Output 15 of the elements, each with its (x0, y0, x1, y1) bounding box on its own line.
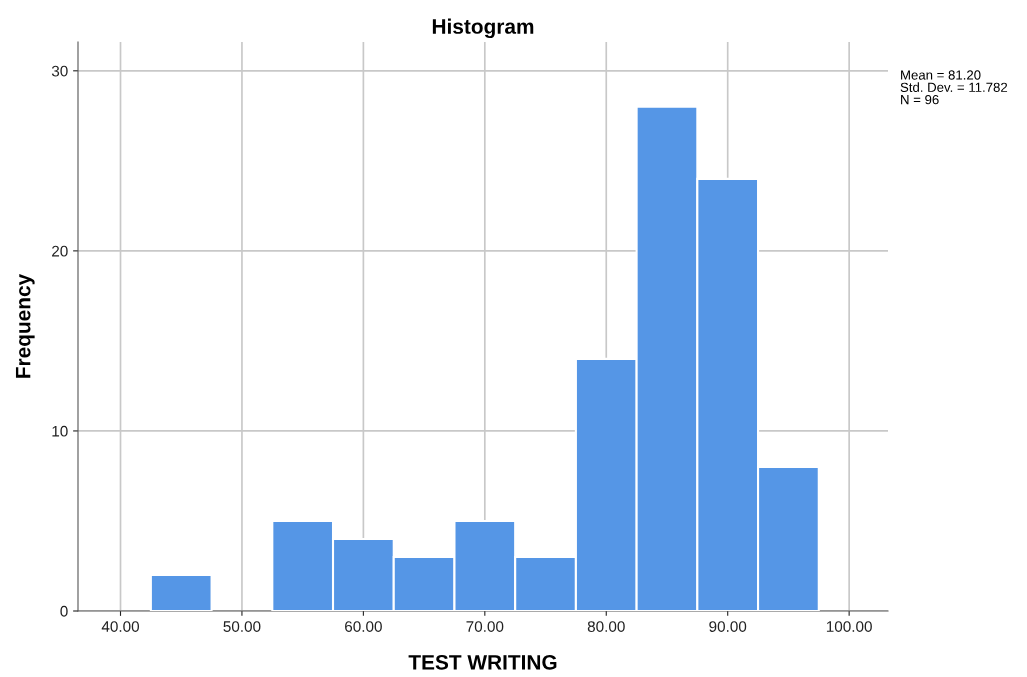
x-tick-label: 100.00 (826, 621, 872, 632)
x-tick-label: 90.00 (709, 621, 747, 632)
y-tick-label: 10 (52, 425, 68, 437)
x-tick-label: 50.00 (223, 621, 261, 632)
x-tick-label: 40.00 (101, 621, 140, 632)
x-axis-title: TEST WRITING (408, 654, 557, 670)
y-tick-label: 30 (51, 65, 68, 77)
x-tick-label: 80.00 (587, 621, 625, 632)
x-tick-label: 60.00 (345, 621, 382, 632)
y-tick-label: 0 (60, 605, 68, 617)
y-tick-label: 20 (52, 245, 68, 257)
chart-title: Histogram (432, 18, 534, 39)
text: Mean = 81.20 Std. Dev. = 11.782 N = 96 (900, 70, 1008, 105)
x-tick-label: 70.00 (466, 621, 504, 632)
y-axis-title: Frequency (15, 273, 35, 378)
